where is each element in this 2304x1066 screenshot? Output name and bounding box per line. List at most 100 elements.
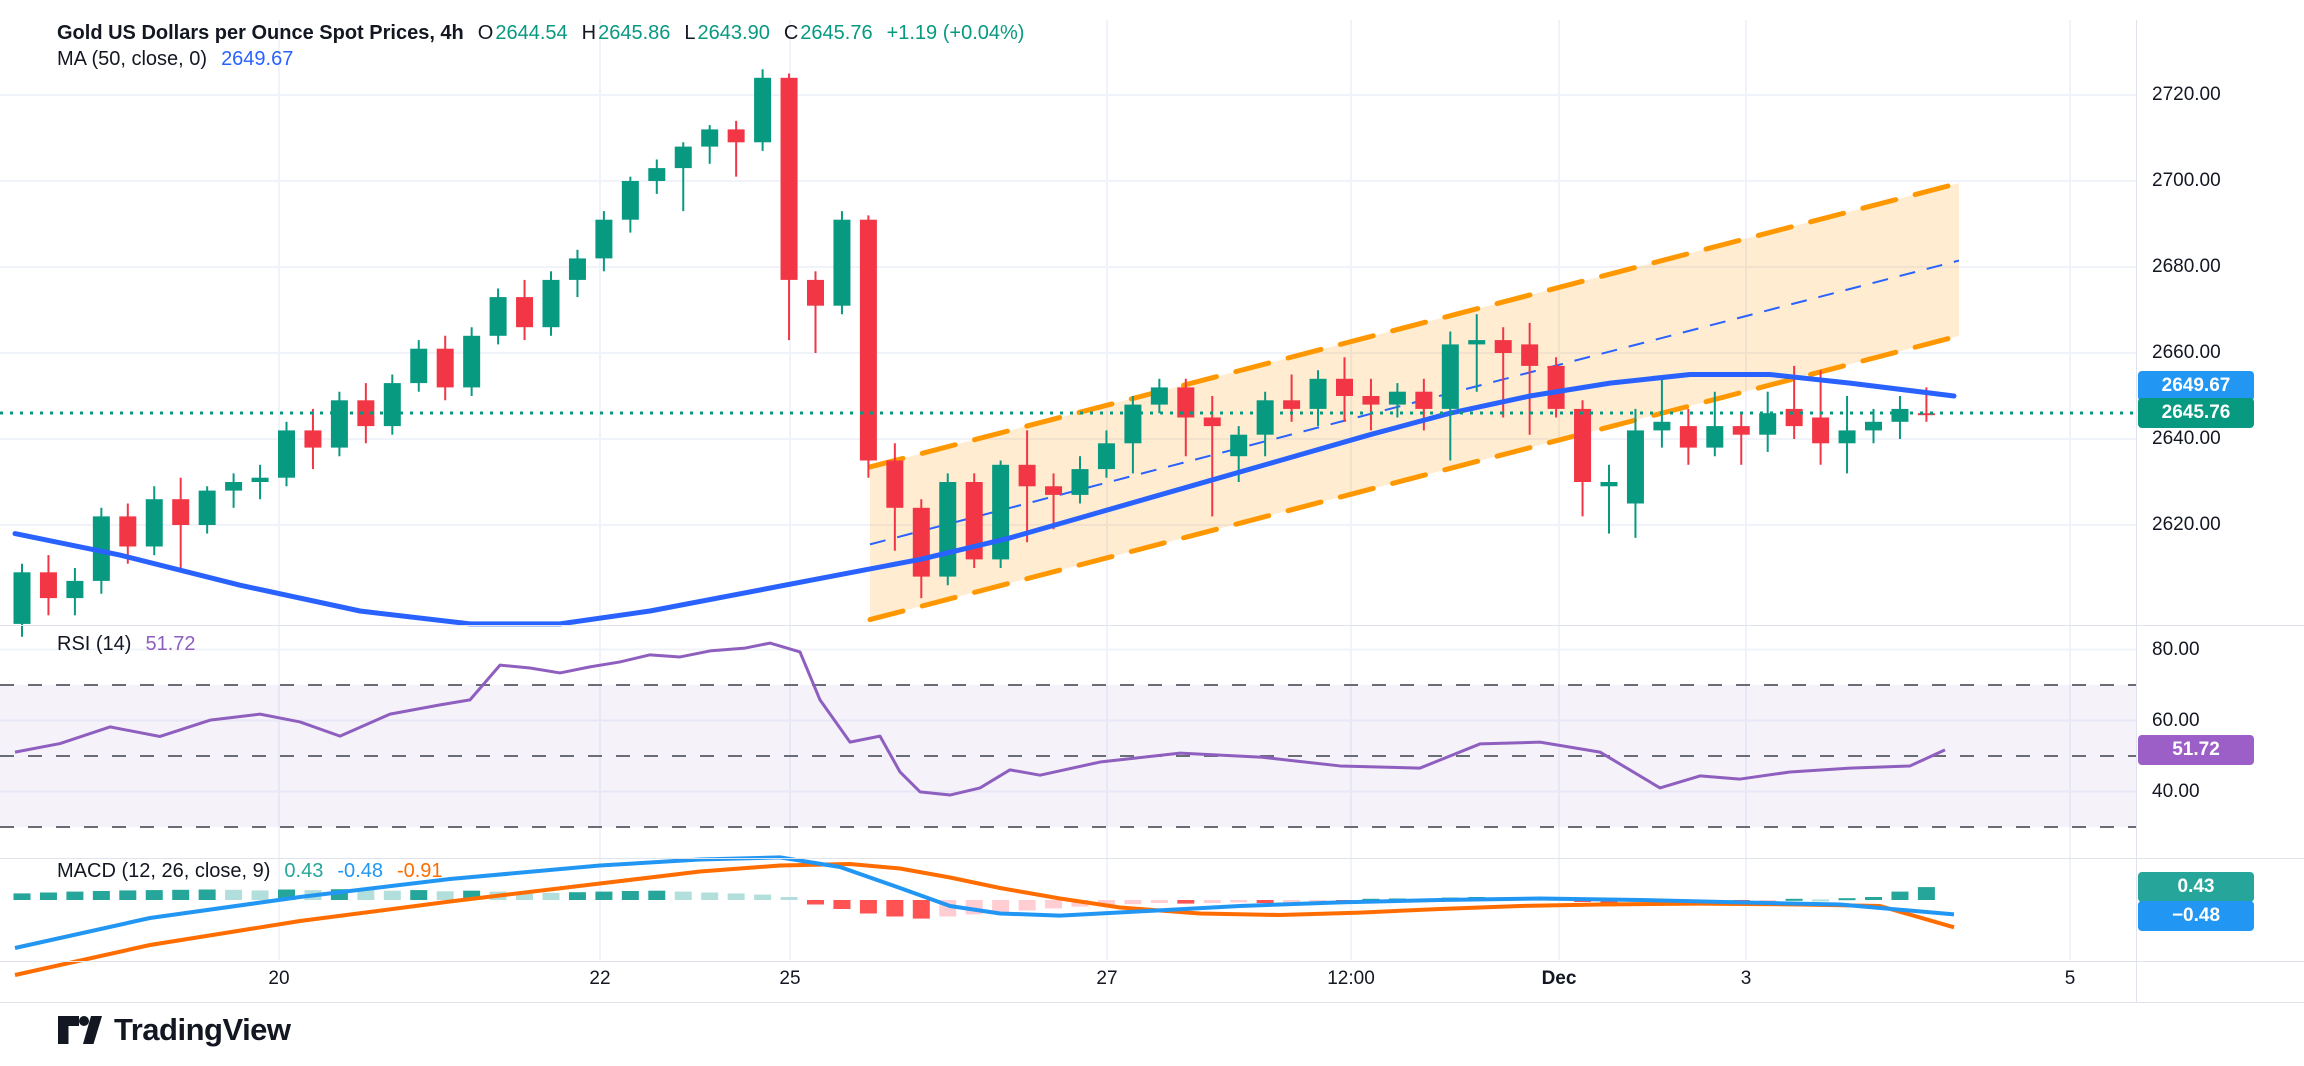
symbol-legend-row[interactable]: Gold US Dollars per Ounce Spot Prices, 4… bbox=[57, 22, 1024, 45]
candle-body[interactable] bbox=[674, 146, 692, 169]
macd-histogram-bar[interactable] bbox=[1150, 900, 1168, 903]
candle-body[interactable] bbox=[357, 400, 375, 427]
macd-histogram-bar[interactable] bbox=[886, 900, 904, 917]
candle-body[interactable] bbox=[542, 279, 560, 328]
ma-50-line[interactable] bbox=[12, 372, 1957, 627]
candle-body[interactable] bbox=[1203, 417, 1221, 427]
macd-histogram-bar[interactable] bbox=[727, 893, 745, 900]
candle-body[interactable] bbox=[965, 482, 983, 560]
macd-histogram-bar[interactable] bbox=[1785, 898, 1803, 901]
candle-body[interactable] bbox=[1679, 426, 1697, 448]
candle-body[interactable] bbox=[304, 430, 322, 448]
macd-histogram-bar[interactable] bbox=[145, 890, 163, 900]
candle-body[interactable] bbox=[1626, 430, 1644, 504]
macd-histogram-bar[interactable] bbox=[1045, 900, 1063, 909]
candle-body[interactable] bbox=[1547, 365, 1565, 409]
candle-body[interactable] bbox=[1600, 482, 1618, 487]
candle-body[interactable] bbox=[1177, 387, 1195, 418]
macd-histogram-bar[interactable] bbox=[912, 900, 930, 919]
candle-body[interactable] bbox=[1362, 396, 1380, 405]
macd-histogram-bar[interactable] bbox=[225, 889, 243, 900]
macd-histogram-bar[interactable] bbox=[251, 890, 269, 900]
channel-lower-line[interactable] bbox=[867, 333, 1962, 623]
macd-histogram-bar[interactable] bbox=[516, 892, 534, 900]
macd-histogram-bar[interactable] bbox=[1838, 898, 1856, 901]
macd-line[interactable] bbox=[14, 855, 1955, 950]
macd-histogram-bar[interactable] bbox=[754, 894, 772, 900]
macd-histogram-bar[interactable] bbox=[595, 891, 613, 900]
macd-histogram-bar[interactable] bbox=[542, 892, 560, 900]
candle-body[interactable] bbox=[595, 219, 613, 259]
candle-body[interactable] bbox=[939, 482, 957, 577]
macd-histogram-bar[interactable] bbox=[807, 900, 824, 905]
macd-histogram-bar[interactable] bbox=[833, 900, 851, 909]
candle-body[interactable] bbox=[1283, 400, 1301, 409]
candle-body[interactable] bbox=[1336, 378, 1353, 396]
macd-histogram-bar[interactable] bbox=[648, 890, 666, 900]
rsi-line[interactable] bbox=[14, 641, 1946, 797]
candle-body[interactable] bbox=[66, 580, 84, 599]
candle-body[interactable] bbox=[886, 460, 904, 508]
macd-histogram-bar[interactable] bbox=[1203, 900, 1221, 903]
candle-body[interactable] bbox=[1865, 421, 1882, 431]
candle-body[interactable] bbox=[39, 572, 57, 599]
candle-body[interactable] bbox=[648, 168, 666, 181]
candle-body[interactable] bbox=[463, 335, 481, 388]
candle-body[interactable] bbox=[754, 77, 772, 143]
candle-body[interactable] bbox=[780, 77, 798, 280]
macd-legend-row[interactable]: MACD (12, 26, close, 9) 0.43 -0.48 -0.91 bbox=[57, 860, 443, 883]
candle-body[interactable] bbox=[1653, 421, 1671, 431]
macd-histogram-bar[interactable] bbox=[278, 889, 295, 901]
candle-body[interactable] bbox=[1071, 469, 1089, 495]
candle-body[interactable] bbox=[701, 129, 719, 147]
candle-body[interactable] bbox=[1441, 344, 1459, 409]
candle-body[interactable] bbox=[225, 482, 243, 491]
macd-signal-line[interactable] bbox=[14, 862, 1955, 977]
pane-separator-rsi[interactable] bbox=[0, 625, 2304, 626]
macd-histogram-bar[interactable] bbox=[1917, 887, 1935, 900]
macd-histogram-bar[interactable] bbox=[39, 892, 57, 901]
macd-histogram-bar[interactable] bbox=[172, 889, 190, 900]
macd-histogram-bar[interactable] bbox=[436, 891, 454, 900]
tradingview-logo[interactable]: TradingView bbox=[58, 1012, 291, 1048]
candle-body[interactable] bbox=[1574, 408, 1592, 482]
candle-body[interactable] bbox=[859, 219, 877, 461]
candle-body[interactable] bbox=[1018, 464, 1036, 487]
macd-histogram-bar[interactable] bbox=[621, 891, 639, 900]
candle-body[interactable] bbox=[1785, 408, 1803, 427]
macd-histogram-bar[interactable] bbox=[1309, 900, 1327, 902]
macd-histogram-bar[interactable] bbox=[1283, 900, 1301, 903]
macd-histogram-bar[interactable] bbox=[463, 890, 481, 900]
pane-separator-macd[interactable] bbox=[0, 858, 2304, 859]
candle-body[interactable] bbox=[145, 499, 163, 547]
channel-median-line[interactable] bbox=[869, 259, 1960, 546]
macd-histogram-bar[interactable] bbox=[1812, 899, 1830, 902]
macd-histogram-bar[interactable] bbox=[410, 890, 428, 900]
macd-histogram-bar[interactable] bbox=[1177, 900, 1195, 904]
channel-upper-line[interactable] bbox=[867, 180, 1962, 470]
macd-histogram-bar[interactable] bbox=[1097, 900, 1115, 906]
candle-body[interactable] bbox=[489, 297, 507, 336]
candle-body[interactable] bbox=[172, 499, 190, 525]
macd-histogram-bar[interactable] bbox=[13, 893, 31, 900]
candle-body[interactable] bbox=[833, 219, 851, 306]
rsi-legend-row[interactable]: RSI (14) 51.72 bbox=[57, 633, 196, 656]
macd-histogram-bar[interactable] bbox=[1256, 900, 1274, 903]
candle-body[interactable] bbox=[198, 490, 216, 525]
candle-body[interactable] bbox=[1256, 400, 1274, 435]
candle-body[interactable] bbox=[92, 516, 110, 581]
macd-histogram-bar[interactable] bbox=[1230, 900, 1248, 903]
candle-body[interactable] bbox=[1759, 413, 1777, 435]
ma-legend-row[interactable]: MA (50, close, 0) 2649.67 bbox=[57, 48, 293, 71]
candle-body[interactable] bbox=[1732, 426, 1750, 435]
candle-body[interactable] bbox=[912, 507, 930, 577]
macd-histogram-bar[interactable] bbox=[330, 889, 348, 900]
candle-body[interactable] bbox=[1124, 404, 1142, 444]
macd-histogram-bar[interactable] bbox=[992, 900, 1010, 913]
candle-body[interactable] bbox=[1706, 426, 1724, 448]
candle-body[interactable] bbox=[330, 400, 348, 448]
macd-histogram-bar[interactable] bbox=[859, 900, 877, 914]
macd-histogram-bar[interactable] bbox=[383, 890, 401, 900]
candle-body[interactable] bbox=[278, 430, 295, 478]
